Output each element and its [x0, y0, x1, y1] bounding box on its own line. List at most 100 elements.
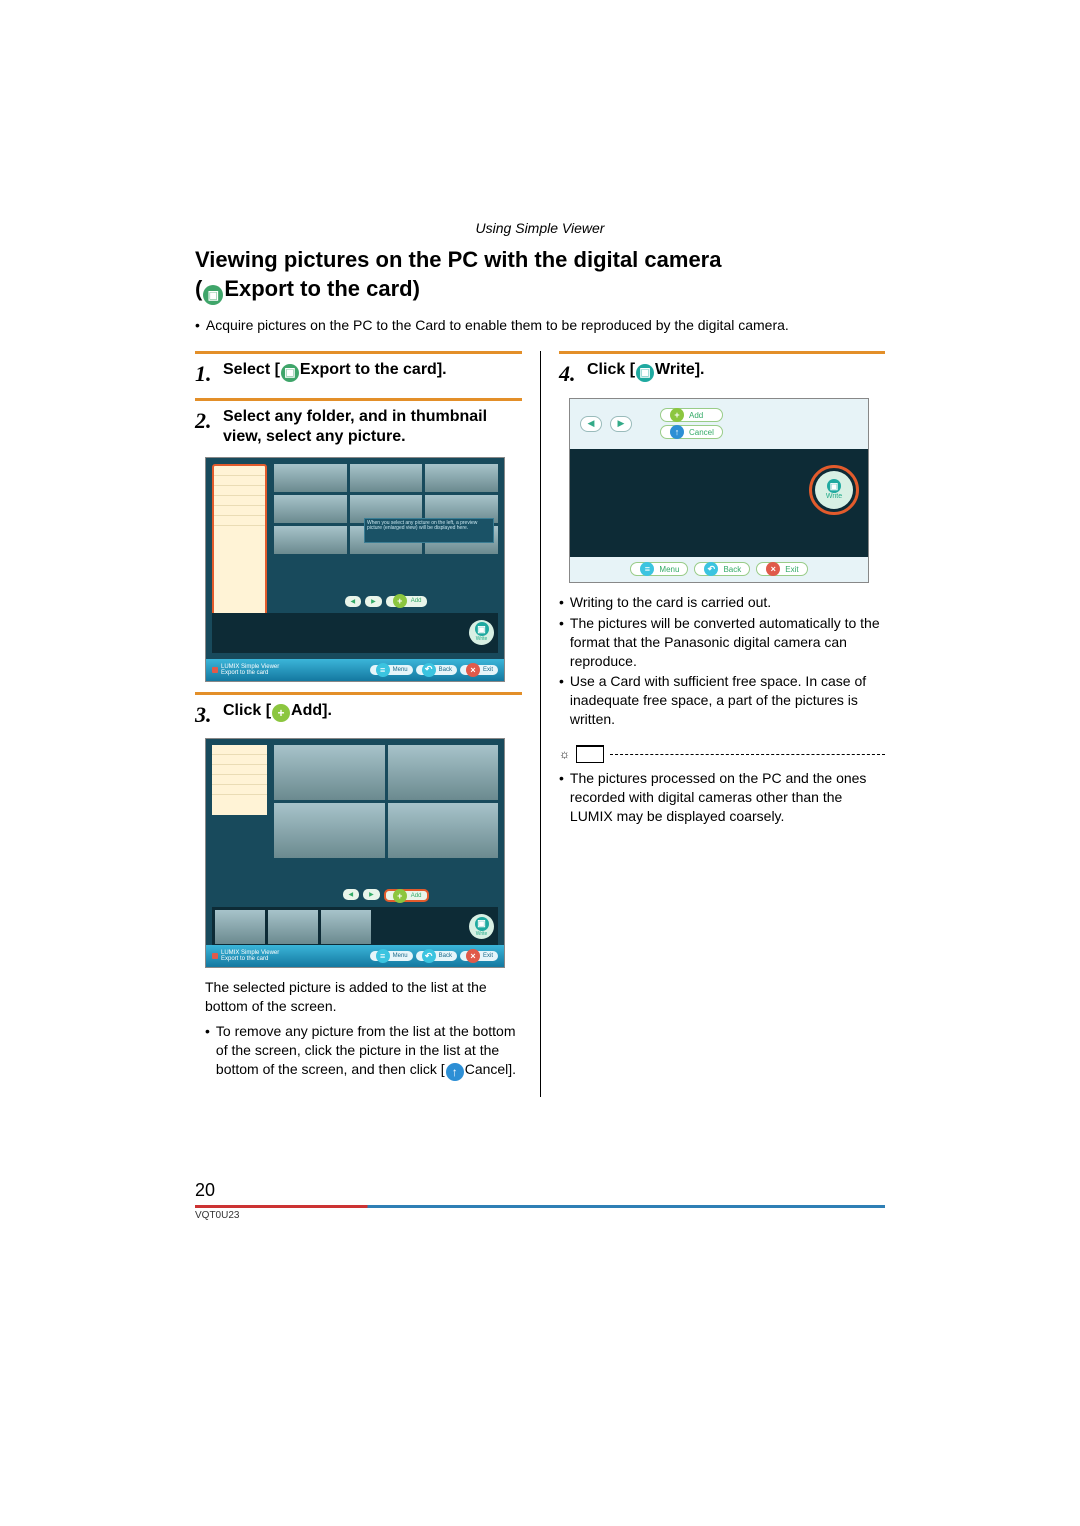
note-text: The pictures will be converted automatic… — [570, 614, 885, 671]
write-icon: ▣ — [475, 622, 489, 636]
bullet-icon: • — [205, 1022, 210, 1081]
screenshot-select-folder: When you select any picture on the left,… — [205, 457, 505, 682]
add-button[interactable]: +Add — [386, 596, 428, 607]
exit-label: Exit — [483, 667, 493, 673]
dashed-rule — [610, 754, 885, 755]
nav-prev-button[interactable]: ◀ — [345, 596, 362, 607]
cancel-button[interactable]: ↑ Cancel — [660, 425, 723, 439]
nav-prev-button[interactable]: ◀ — [580, 416, 602, 432]
add-icon: + — [272, 704, 290, 722]
nav-prev-button[interactable]: ◀ — [343, 889, 360, 900]
folder-sidebar — [212, 745, 267, 815]
cancel-icon: ↑ — [446, 1063, 464, 1081]
screenshot-click-add: ◀ ▶ +Add ▣Write LUMIX Simple ViewerExpor… — [205, 738, 505, 968]
back-button[interactable]: ↶Back — [694, 562, 750, 576]
exit-label: Exit — [785, 565, 798, 574]
back-icon: ↶ — [422, 663, 436, 677]
step-1: 1. Select [▣Export to the card]. — [195, 360, 522, 388]
exit-button[interactable]: ×Exit — [460, 665, 498, 675]
app-logo-icon — [212, 667, 218, 673]
app-footer: LUMIX Simple ViewerExport to the card ≡M… — [206, 659, 504, 681]
step4-prefix: Click [ — [587, 361, 635, 378]
step-2: 2. Select any folder, and in thumbnail v… — [195, 407, 522, 447]
exit-icon: × — [466, 663, 480, 677]
step-number: 1. — [195, 360, 223, 388]
hint-lamp-icon: ☼ — [559, 747, 570, 761]
section-header: Using Simple Viewer — [195, 220, 885, 236]
step4-note: •Writing to the card is carried out. — [559, 593, 885, 612]
selection-strip — [212, 613, 498, 653]
add-label: Add — [411, 893, 422, 899]
write-label: Write — [476, 931, 488, 937]
bullet-icon: • — [559, 769, 564, 826]
footer-rule — [195, 1205, 885, 1208]
menu-label: Menu — [393, 953, 408, 959]
exit-button[interactable]: × Exit — [756, 562, 807, 576]
hint-note: •The pictures processed on the PC and th… — [559, 769, 885, 826]
nav-next-button[interactable]: ▶ — [610, 416, 632, 432]
export-icon: ▣ — [281, 364, 299, 382]
add-icon: + — [670, 408, 684, 422]
menu-label: Menu — [659, 565, 679, 574]
step3-note: • To remove any picture from the list at… — [205, 1022, 522, 1081]
write-label: Write — [476, 636, 488, 642]
intro-note: • Acquire pictures on the PC to the Card… — [195, 317, 885, 333]
step-rule — [195, 398, 522, 401]
menu-button[interactable]: ≡Menu — [370, 951, 413, 961]
back-button[interactable]: ↶Back — [416, 951, 457, 961]
add-icon: + — [393, 594, 407, 608]
back-button[interactable]: ↶Back — [416, 665, 457, 675]
step4-suffix: Write]. — [655, 361, 704, 378]
app-subtitle: Export to the card — [221, 956, 268, 962]
step-number: 3. — [195, 701, 223, 729]
write-highlight-ring — [809, 465, 859, 515]
page-footer: 20 VQT0U23 — [195, 1180, 885, 1221]
left-column: 1. Select [▣Export to the card]. 2. Sele… — [195, 351, 540, 1097]
exit-label: Exit — [483, 953, 493, 959]
thumbnail-grid — [274, 745, 498, 858]
screenshot-click-write: ◀ ▶ +Add ↑Cancel ▣Write ≡Menu ↶Back ×Exi… — [569, 398, 869, 583]
note-text: Writing to the card is carried out. — [570, 593, 771, 612]
hint-text: The pictures processed on the PC and the… — [570, 769, 885, 826]
nav-next-button[interactable]: ▶ — [365, 596, 382, 607]
add-button-highlighted[interactable]: + Add — [384, 889, 430, 902]
exit-icon: × — [766, 562, 780, 576]
right-column: 4. Click [▣Write]. ◀ ▶ +Add ↑Cancel ▣Wri… — [540, 351, 885, 1097]
menu-icon: ≡ — [376, 949, 390, 963]
note-text: Use a Card with sufficient free space. I… — [570, 672, 885, 729]
menu-button[interactable]: ≡Menu — [370, 665, 413, 675]
title-line1: Viewing pictures on the PC with the digi… — [195, 247, 721, 272]
menu-button[interactable]: ≡Menu — [630, 562, 688, 576]
step4-note: •Use a Card with sufficient free space. … — [559, 672, 885, 729]
step-number: 4. — [559, 360, 587, 388]
doc-code: VQT0U23 — [195, 1210, 885, 1221]
menu-icon: ≡ — [376, 663, 390, 677]
add-icon: + — [393, 889, 407, 903]
page-number: 20 — [195, 1180, 885, 1201]
step-rule — [195, 692, 522, 695]
step3-suffix: Add]. — [291, 702, 332, 719]
add-label: Add — [689, 411, 703, 420]
exit-button[interactable]: ×Exit — [460, 951, 498, 961]
write-icon: ▣ — [636, 364, 654, 382]
page-title: Viewing pictures on the PC with the digi… — [195, 246, 885, 305]
add-button[interactable]: + Add — [660, 408, 723, 422]
step4-note: •The pictures will be converted automati… — [559, 614, 885, 671]
cancel-icon: ↑ — [670, 425, 684, 439]
bullet-icon: • — [559, 672, 564, 729]
hint-divider: ☼ — [559, 745, 885, 763]
bottom-toolbar: ≡Menu ↶Back × Exit — [570, 557, 868, 582]
exit-icon: × — [466, 949, 480, 963]
back-label: Back — [439, 953, 452, 959]
nav-next-button[interactable]: ▶ — [363, 889, 380, 900]
cancel-label: Cancel — [689, 428, 714, 437]
back-label: Back — [723, 565, 741, 574]
write-button[interactable]: ▣Write — [469, 620, 494, 645]
step-3: 3. Click [+Add]. — [195, 701, 522, 729]
preview-tip: When you select any picture on the left,… — [364, 518, 494, 543]
hint-box-icon — [576, 745, 604, 763]
step1-suffix: Export to the card]. — [300, 361, 447, 378]
step-number: 2. — [195, 407, 223, 447]
top-toolbar: ◀ ▶ + Add ↑ Cancel — [570, 399, 868, 449]
step1-prefix: Select [ — [223, 361, 280, 378]
